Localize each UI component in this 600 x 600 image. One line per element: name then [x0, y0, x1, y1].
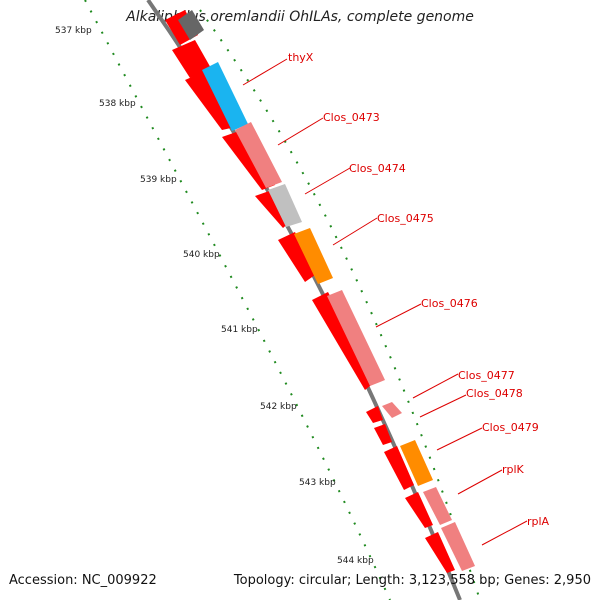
tick-guides	[84, 0, 481, 600]
tick-label: 539 kbp	[140, 175, 177, 185]
gene-label-Clos_0476: Clos_0476	[421, 297, 478, 310]
gene-label-rplA: rplA	[527, 515, 550, 528]
gene-label-Clos_0475: Clos_0475	[377, 212, 434, 225]
tick-label: 540 kbp	[183, 250, 220, 260]
tick-labels: 537 kbp 538 kbp 539 kbp 540 kbp 541 kbp …	[55, 26, 374, 566]
outer-gene-strand	[178, 10, 475, 571]
label-leaders	[242, 58, 528, 546]
gene-label-Clos_0479: Clos_0479	[482, 421, 539, 434]
map-title: Alkaliphilus oremlandii OhILAs, complete…	[126, 9, 474, 25]
tick-label: 543 kbp	[299, 478, 336, 488]
accession-label: Accession: NC_009922	[9, 573, 157, 588]
gene-label-Clos_0474: Clos_0474	[349, 162, 406, 175]
tick-label: 541 kbp	[221, 325, 258, 335]
gene-labels: thyX Clos_0473 Clos_0474 Clos_0475 Clos_…	[288, 51, 550, 528]
gene-label-Clos_0477: Clos_0477	[458, 369, 515, 382]
tick-label: 538 kbp	[99, 99, 136, 109]
tick-label: 542 kbp	[260, 402, 297, 412]
genome-summary: Topology: circular; Length: 3,123,558 bp…	[233, 573, 591, 588]
tick-label: 537 kbp	[55, 26, 92, 36]
tick-label: 544 kbp	[337, 556, 374, 566]
gene-label-Clos_0473: Clos_0473	[323, 111, 380, 124]
gene-label-thyX: thyX	[288, 51, 314, 64]
gene-label-rplK: rplK	[502, 463, 525, 476]
inner-cds-strand	[165, 10, 455, 573]
gene-label-Clos_0478: Clos_0478	[466, 387, 523, 400]
